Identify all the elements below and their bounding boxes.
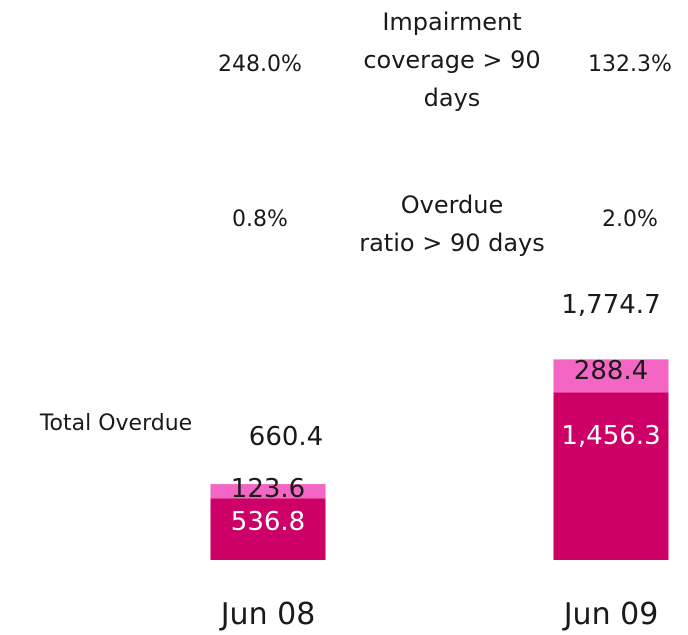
x-tick-label: Jun 08 — [220, 597, 316, 632]
metric-name: Overdue ratio > 90 days — [359, 191, 545, 257]
bar-segment — [553, 392, 669, 560]
bar-segment — [210, 498, 326, 560]
total-label: Total Overdue — [39, 411, 193, 436]
bar-segment — [553, 359, 669, 393]
total-value: 660.4 — [248, 422, 324, 452]
value-label: 288.4 — [573, 356, 649, 387]
bar-segment — [210, 484, 326, 499]
value-label: 536.8 — [230, 507, 306, 538]
total-value: 1,774.7 — [561, 290, 661, 320]
metric-value: 132.3% — [588, 52, 672, 77]
x-tick-label: Jun 09 — [563, 597, 659, 632]
value-label: 1,456.3 — [561, 420, 661, 451]
metric-value: 248.0% — [218, 52, 302, 77]
metric-value: 0.8% — [232, 207, 288, 232]
metric-name: Impairment coverage > 90 days — [363, 8, 541, 112]
value-label: 123.6 — [230, 474, 306, 505]
metric-value: 2.0% — [602, 207, 658, 232]
